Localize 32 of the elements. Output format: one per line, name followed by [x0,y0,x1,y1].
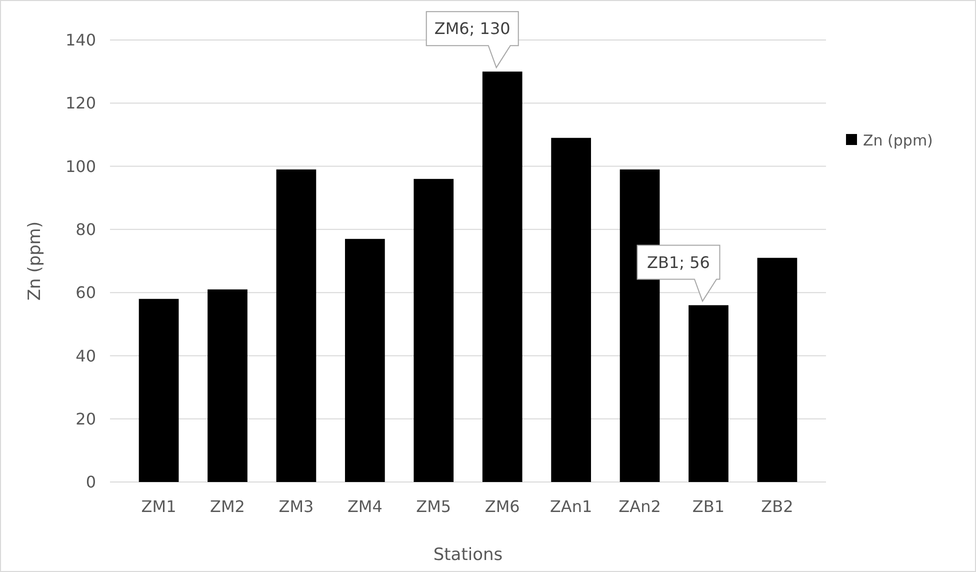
bar [208,289,248,482]
y-tick-label: 80 [76,220,96,240]
y-axis-title: Zn (ppm) [25,221,45,301]
x-tick-label: ZB1 [692,497,725,516]
x-tick-label: ZB2 [761,497,794,516]
bar [345,238,385,482]
data-label: ZM6; 130 [434,19,510,38]
x-tick-label: ZM3 [278,497,314,516]
bar [757,258,798,482]
x-tick-label: ZM2 [210,497,245,516]
y-tick-label: 140 [65,30,96,50]
y-tick-label: 40 [76,346,96,366]
data-label: ZB1; 56 [647,252,710,272]
bar [688,305,728,482]
y-tick-label: 100 [65,156,96,176]
x-tick-label: ZAn2 [618,497,661,516]
bar [551,138,591,482]
bar [138,298,179,482]
y-tick-label: 120 [65,94,96,113]
x-axis-title: Stations [433,545,503,565]
legend-label: Zn (ppm) [863,131,933,150]
y-tick-label: 20 [76,409,96,428]
y-tick-label: 60 [76,283,96,302]
x-tick-label: ZM4 [347,497,382,516]
bar [276,169,316,482]
bar [414,178,454,482]
x-tick-label: ZM6 [484,497,520,516]
x-tick-label: ZM5 [416,497,452,516]
y-tick-label: 0 [86,472,96,492]
x-tick-label: ZAn1 [550,497,592,516]
bar [482,72,522,482]
x-tick-label: ZM1 [141,497,176,516]
